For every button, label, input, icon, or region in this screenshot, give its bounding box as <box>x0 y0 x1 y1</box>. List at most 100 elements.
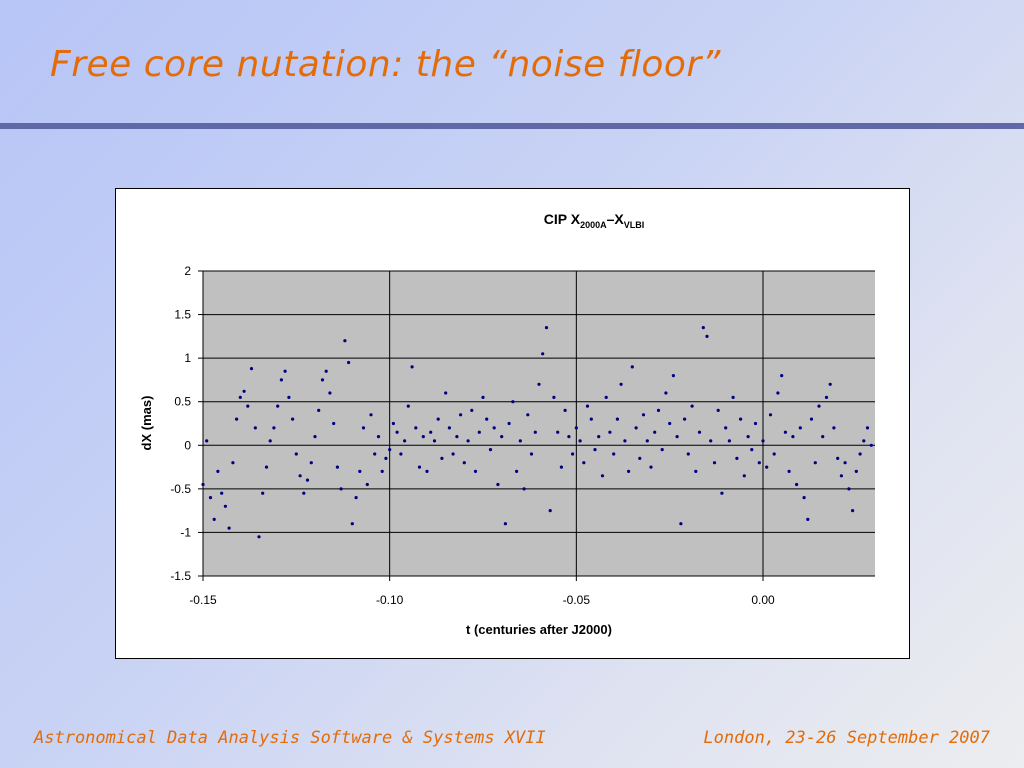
data-point <box>212 517 216 521</box>
data-point <box>686 452 690 456</box>
data-point <box>317 408 321 412</box>
scatter-chart: CIP X2000A–XVLBI -1.5 -1 -0.5 0 0.5 1 1.5 2 -0.1… <box>139 211 875 637</box>
data-point <box>716 408 720 412</box>
data-point <box>533 430 537 434</box>
data-point <box>795 482 799 487</box>
data-point <box>694 469 698 473</box>
data-point <box>421 435 425 439</box>
data-point <box>679 522 683 526</box>
data-point <box>432 439 437 443</box>
data-point <box>246 404 250 408</box>
data-point <box>783 430 788 434</box>
data-point <box>791 435 795 439</box>
data-point <box>369 413 373 417</box>
chart-frame: CIP X2000A–XVLBI -1.5 -1 -0.5 0 0.5 1 1.5 2 -0.1… <box>115 188 910 659</box>
data-point <box>556 430 560 434</box>
data-point <box>638 456 642 460</box>
data-point <box>690 404 694 408</box>
data-point <box>627 469 631 473</box>
data-point <box>242 389 246 393</box>
data-point <box>417 465 422 469</box>
chart-title-sub1: 2000A <box>580 220 607 230</box>
data-point <box>597 435 601 439</box>
data-point <box>283 369 287 373</box>
data-point <box>335 465 339 469</box>
y-tick-label: 1.5 <box>174 308 191 322</box>
data-point <box>249 367 254 371</box>
y-tick-label: -1 <box>180 525 191 539</box>
chart-title-main: CIP X <box>544 211 581 227</box>
data-point <box>574 426 578 430</box>
data-point <box>753 421 758 426</box>
data-point <box>414 426 418 430</box>
data-point <box>391 421 395 426</box>
data-point <box>496 482 500 487</box>
y-tick-label: 1 <box>184 351 191 365</box>
data-point <box>634 426 638 430</box>
data-point <box>492 426 496 430</box>
y-tick-label: 0.5 <box>174 395 191 409</box>
data-point <box>683 417 687 421</box>
data-point <box>522 487 526 491</box>
data-point <box>365 482 369 487</box>
data-point <box>571 452 575 456</box>
data-point <box>436 417 440 421</box>
data-point <box>608 430 612 434</box>
data-point <box>768 413 773 417</box>
data-point <box>313 435 317 439</box>
data-point <box>780 374 784 378</box>
data-point <box>488 448 493 452</box>
plot-area <box>203 271 875 576</box>
data-point <box>649 465 653 469</box>
data-point <box>235 417 239 421</box>
data-point <box>447 426 451 430</box>
data-point <box>604 395 608 399</box>
data-point <box>619 382 623 386</box>
y-tick-label: 2 <box>184 264 191 278</box>
data-point <box>470 408 474 412</box>
data-point <box>858 452 862 456</box>
data-point <box>843 461 847 465</box>
data-point <box>761 439 765 443</box>
chart-title-sub2: VLBI <box>624 220 645 230</box>
data-point <box>653 430 657 434</box>
data-point <box>477 430 481 434</box>
data-point <box>429 430 433 434</box>
data-point <box>836 456 840 460</box>
data-point <box>272 426 276 430</box>
data-point <box>746 435 750 439</box>
data-point <box>395 430 399 434</box>
data-point <box>291 417 295 421</box>
data-point <box>294 452 298 456</box>
chart-title: CIP X2000A–XVLBI <box>544 211 644 230</box>
data-point <box>518 439 522 443</box>
data-point <box>739 417 743 421</box>
data-point <box>410 365 414 369</box>
data-point <box>511 400 515 404</box>
chart-title-mid: –X <box>607 211 625 227</box>
data-point <box>220 491 224 495</box>
data-point <box>466 439 470 443</box>
slide-title: Free core nutation: the “noise floor” <box>50 44 721 85</box>
data-point <box>660 448 664 452</box>
data-point <box>216 469 220 473</box>
y-axis-label: dX (mas) <box>139 396 154 451</box>
data-point <box>851 509 855 513</box>
data-point <box>384 456 388 460</box>
data-point <box>526 413 530 417</box>
data-point <box>578 439 582 443</box>
data-point <box>821 435 825 439</box>
data-point <box>742 474 746 478</box>
data-point <box>727 439 732 443</box>
data-point <box>832 426 836 430</box>
x-tick-label: 0.00 <box>751 593 775 607</box>
data-point <box>358 469 362 473</box>
x-axis-label: t (centuries after J2000) <box>466 622 612 637</box>
data-point <box>309 461 313 465</box>
data-point <box>724 426 728 430</box>
data-point <box>332 421 336 426</box>
data-point <box>668 421 672 426</box>
data-point <box>425 469 429 473</box>
data-point <box>406 404 410 408</box>
data-point <box>589 417 593 421</box>
